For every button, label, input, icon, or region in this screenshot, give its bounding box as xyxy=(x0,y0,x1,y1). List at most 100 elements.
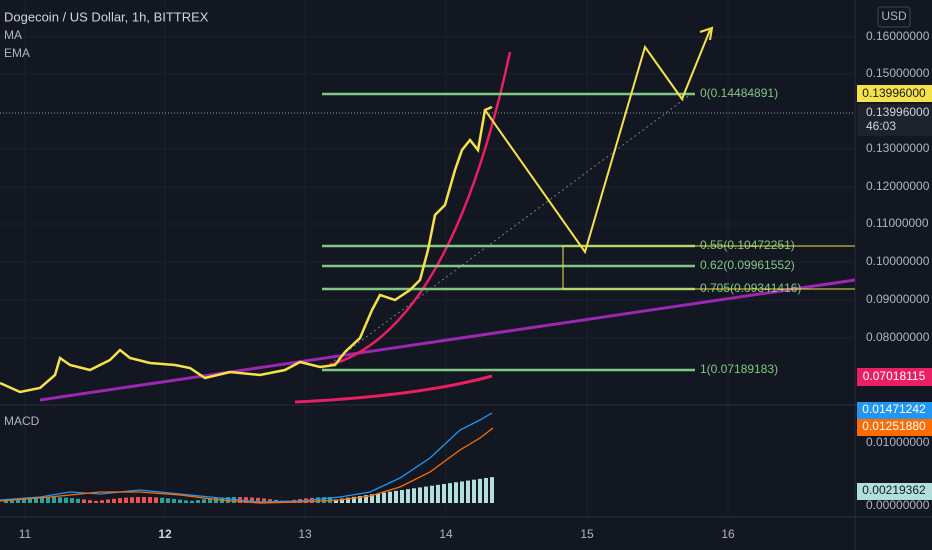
histogram-bar xyxy=(28,497,32,503)
histogram-bar xyxy=(424,486,428,503)
price-tick: 0.08000000 xyxy=(866,330,930,344)
time-axis: 11 12 13 14 15 16 xyxy=(19,527,735,541)
histogram-bar xyxy=(52,497,56,503)
histogram-bar xyxy=(22,498,26,503)
histogram-bar xyxy=(46,497,50,503)
histogram-bar xyxy=(490,477,494,503)
histogram-bar xyxy=(358,496,362,503)
histogram-bar xyxy=(166,498,170,503)
time-tick: 14 xyxy=(439,527,453,541)
last-price-badge xyxy=(857,85,932,102)
histogram-bar xyxy=(262,498,266,503)
histogram-bar xyxy=(316,497,320,503)
histogram-bar xyxy=(388,491,392,503)
price-tick: 0.16000000 xyxy=(866,29,930,43)
histogram-bar xyxy=(370,494,374,503)
histogram-bar xyxy=(472,479,476,503)
price-tick: 0.10000000 xyxy=(866,254,930,268)
macd-tick: 0.00000000 xyxy=(866,498,930,512)
macd-badge xyxy=(857,402,932,419)
target-box xyxy=(562,245,855,290)
indicator-label: MA xyxy=(4,28,22,42)
histogram-bar xyxy=(376,493,380,503)
histogram-bar xyxy=(64,497,68,503)
histogram-bar xyxy=(196,500,200,503)
macd-value: 0.01471242 xyxy=(862,402,926,416)
histogram-bar xyxy=(16,498,20,503)
histogram-bar xyxy=(430,485,434,503)
histogram-bar xyxy=(58,497,62,503)
macd-title: MACD xyxy=(4,414,40,428)
histogram-bar xyxy=(346,497,350,503)
time-tick: 13 xyxy=(298,527,312,541)
histogram-bar xyxy=(340,498,344,503)
histogram-bar xyxy=(10,499,14,503)
currency-label[interactable]: USD xyxy=(881,9,907,23)
histogram-bar xyxy=(76,498,80,503)
histogram-bar xyxy=(256,497,260,503)
price-axis: 0.16000000 0.15000000 0.13000000 0.12000000… xyxy=(866,29,930,344)
histogram-bar xyxy=(400,490,404,503)
histogram-bar xyxy=(154,497,158,503)
histogram-bar xyxy=(88,500,92,503)
ema-line xyxy=(39,278,856,402)
histogram-bar xyxy=(454,482,458,503)
time-tick: 16 xyxy=(721,527,735,541)
ma-lower xyxy=(294,374,493,404)
histogram-bar xyxy=(4,500,8,503)
fib-label: 0(0.14484891) xyxy=(700,86,778,100)
fib-label: 1(0.07189183) xyxy=(700,362,778,376)
histogram-bar xyxy=(250,497,254,503)
histogram-bar xyxy=(124,497,128,503)
grid xyxy=(0,0,855,517)
symbol-title: Dogecoin / US Dollar, 1h, BITTREX xyxy=(4,9,209,24)
ema-price: 0.07018115 xyxy=(863,369,926,383)
histogram-value: 0.00219362 xyxy=(862,483,926,497)
histogram-bar xyxy=(160,497,164,503)
histogram-bar xyxy=(106,499,110,503)
histogram-bar xyxy=(142,497,146,503)
projection-path xyxy=(484,26,714,255)
ema-badge xyxy=(857,368,932,386)
fib-label: 0.705(0.09341416) xyxy=(700,281,801,295)
histogram-bar xyxy=(130,497,134,503)
histogram-bar xyxy=(448,483,452,503)
signal-badge xyxy=(857,419,932,436)
time-tick: 12 xyxy=(158,527,172,541)
histogram-bar xyxy=(484,478,488,503)
cursor-badge xyxy=(857,104,932,136)
histogram-bar xyxy=(202,499,206,503)
histogram-bar xyxy=(100,500,104,503)
currency-button[interactable] xyxy=(877,6,911,28)
time-tick: 15 xyxy=(580,527,594,541)
price-tick: 0.09000000 xyxy=(866,292,930,306)
histogram-bar xyxy=(478,478,482,503)
histogram-bar xyxy=(334,499,338,503)
histogram-bar xyxy=(382,492,386,503)
cursor-price: 0.13996000 xyxy=(866,105,930,119)
histogram-bar xyxy=(418,487,422,503)
macd-histogram xyxy=(4,477,494,503)
macd-tick: 0.01000000 xyxy=(866,435,930,449)
histogram-bar xyxy=(412,488,416,503)
trend-line xyxy=(321,94,691,371)
histogram-bar xyxy=(82,499,86,503)
histogram-bar xyxy=(184,500,188,503)
price-line xyxy=(0,105,493,394)
histogram-bar xyxy=(436,484,440,503)
histogram-bar xyxy=(70,498,74,503)
countdown: 46:03 xyxy=(866,119,896,133)
histogram-bar xyxy=(394,490,398,503)
price-tick: 0.11000000 xyxy=(866,216,929,230)
histogram-bar xyxy=(178,499,182,503)
histogram-bar xyxy=(268,499,272,503)
histogram-bar xyxy=(214,497,218,503)
histogram-badge xyxy=(857,483,932,500)
histogram-bar xyxy=(466,480,470,503)
histogram-bar xyxy=(94,500,98,503)
histogram-bar xyxy=(136,497,140,503)
histogram-bar xyxy=(352,496,356,503)
histogram-bar xyxy=(148,497,152,503)
